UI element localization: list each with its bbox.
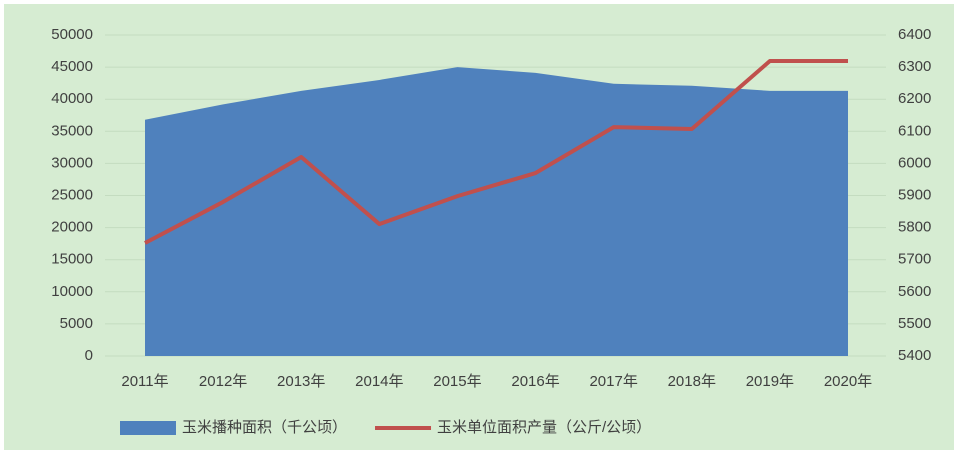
line	[144, 59, 848, 245]
y-tick-label: 5000	[60, 315, 93, 332]
y-tick-label: 30000	[51, 154, 93, 171]
x-tick-label: 2017年	[589, 373, 637, 390]
y-tick-label: 20000	[51, 219, 93, 236]
x-tick-label: 2014年	[355, 373, 403, 390]
x-tick-label: 2016年	[511, 373, 559, 390]
y2-tick-label: 6100	[898, 122, 931, 139]
y2-tick-label: 5600	[898, 283, 931, 300]
y2-tick-label: 5700	[898, 251, 931, 268]
legend-label: 玉米播种面积（千公顷）	[182, 419, 347, 436]
y-tick-label: 50000	[51, 26, 93, 43]
y2-tick-label: 5500	[898, 315, 931, 332]
area	[145, 67, 848, 356]
legend-label: 玉米单位面积产量（公斤/公顷）	[437, 419, 651, 436]
y-tick-label: 35000	[51, 122, 93, 139]
legend-swatch	[120, 421, 176, 435]
y-tick-label: 40000	[51, 90, 93, 107]
y2-tick-label: 6400	[898, 26, 931, 43]
y-tick-label: 15000	[51, 251, 93, 268]
x-tick-label: 2011年	[121, 373, 168, 390]
y-tick-label: 45000	[51, 58, 93, 75]
y-tick-label: 25000	[51, 186, 93, 203]
y2-tick-label: 5400	[898, 347, 931, 364]
x-tick-label: 2015年	[433, 373, 481, 390]
y2-tick-label: 5900	[898, 186, 931, 203]
y2-tick-label: 6000	[898, 154, 931, 171]
x-tick-label: 2020年	[824, 373, 872, 390]
x-tick-label: 2013年	[277, 373, 325, 390]
x-tick-label: 2012年	[199, 373, 247, 390]
x-tick-label: 2018年	[668, 373, 716, 390]
y2-tick-label: 5800	[898, 219, 931, 236]
y2-tick-label: 6300	[898, 58, 931, 75]
y2-tick-label: 6200	[898, 90, 931, 107]
x-tick-label: 2019年	[746, 373, 794, 390]
y-tick-label: 10000	[51, 283, 93, 300]
y-tick-label: 0	[85, 347, 93, 364]
